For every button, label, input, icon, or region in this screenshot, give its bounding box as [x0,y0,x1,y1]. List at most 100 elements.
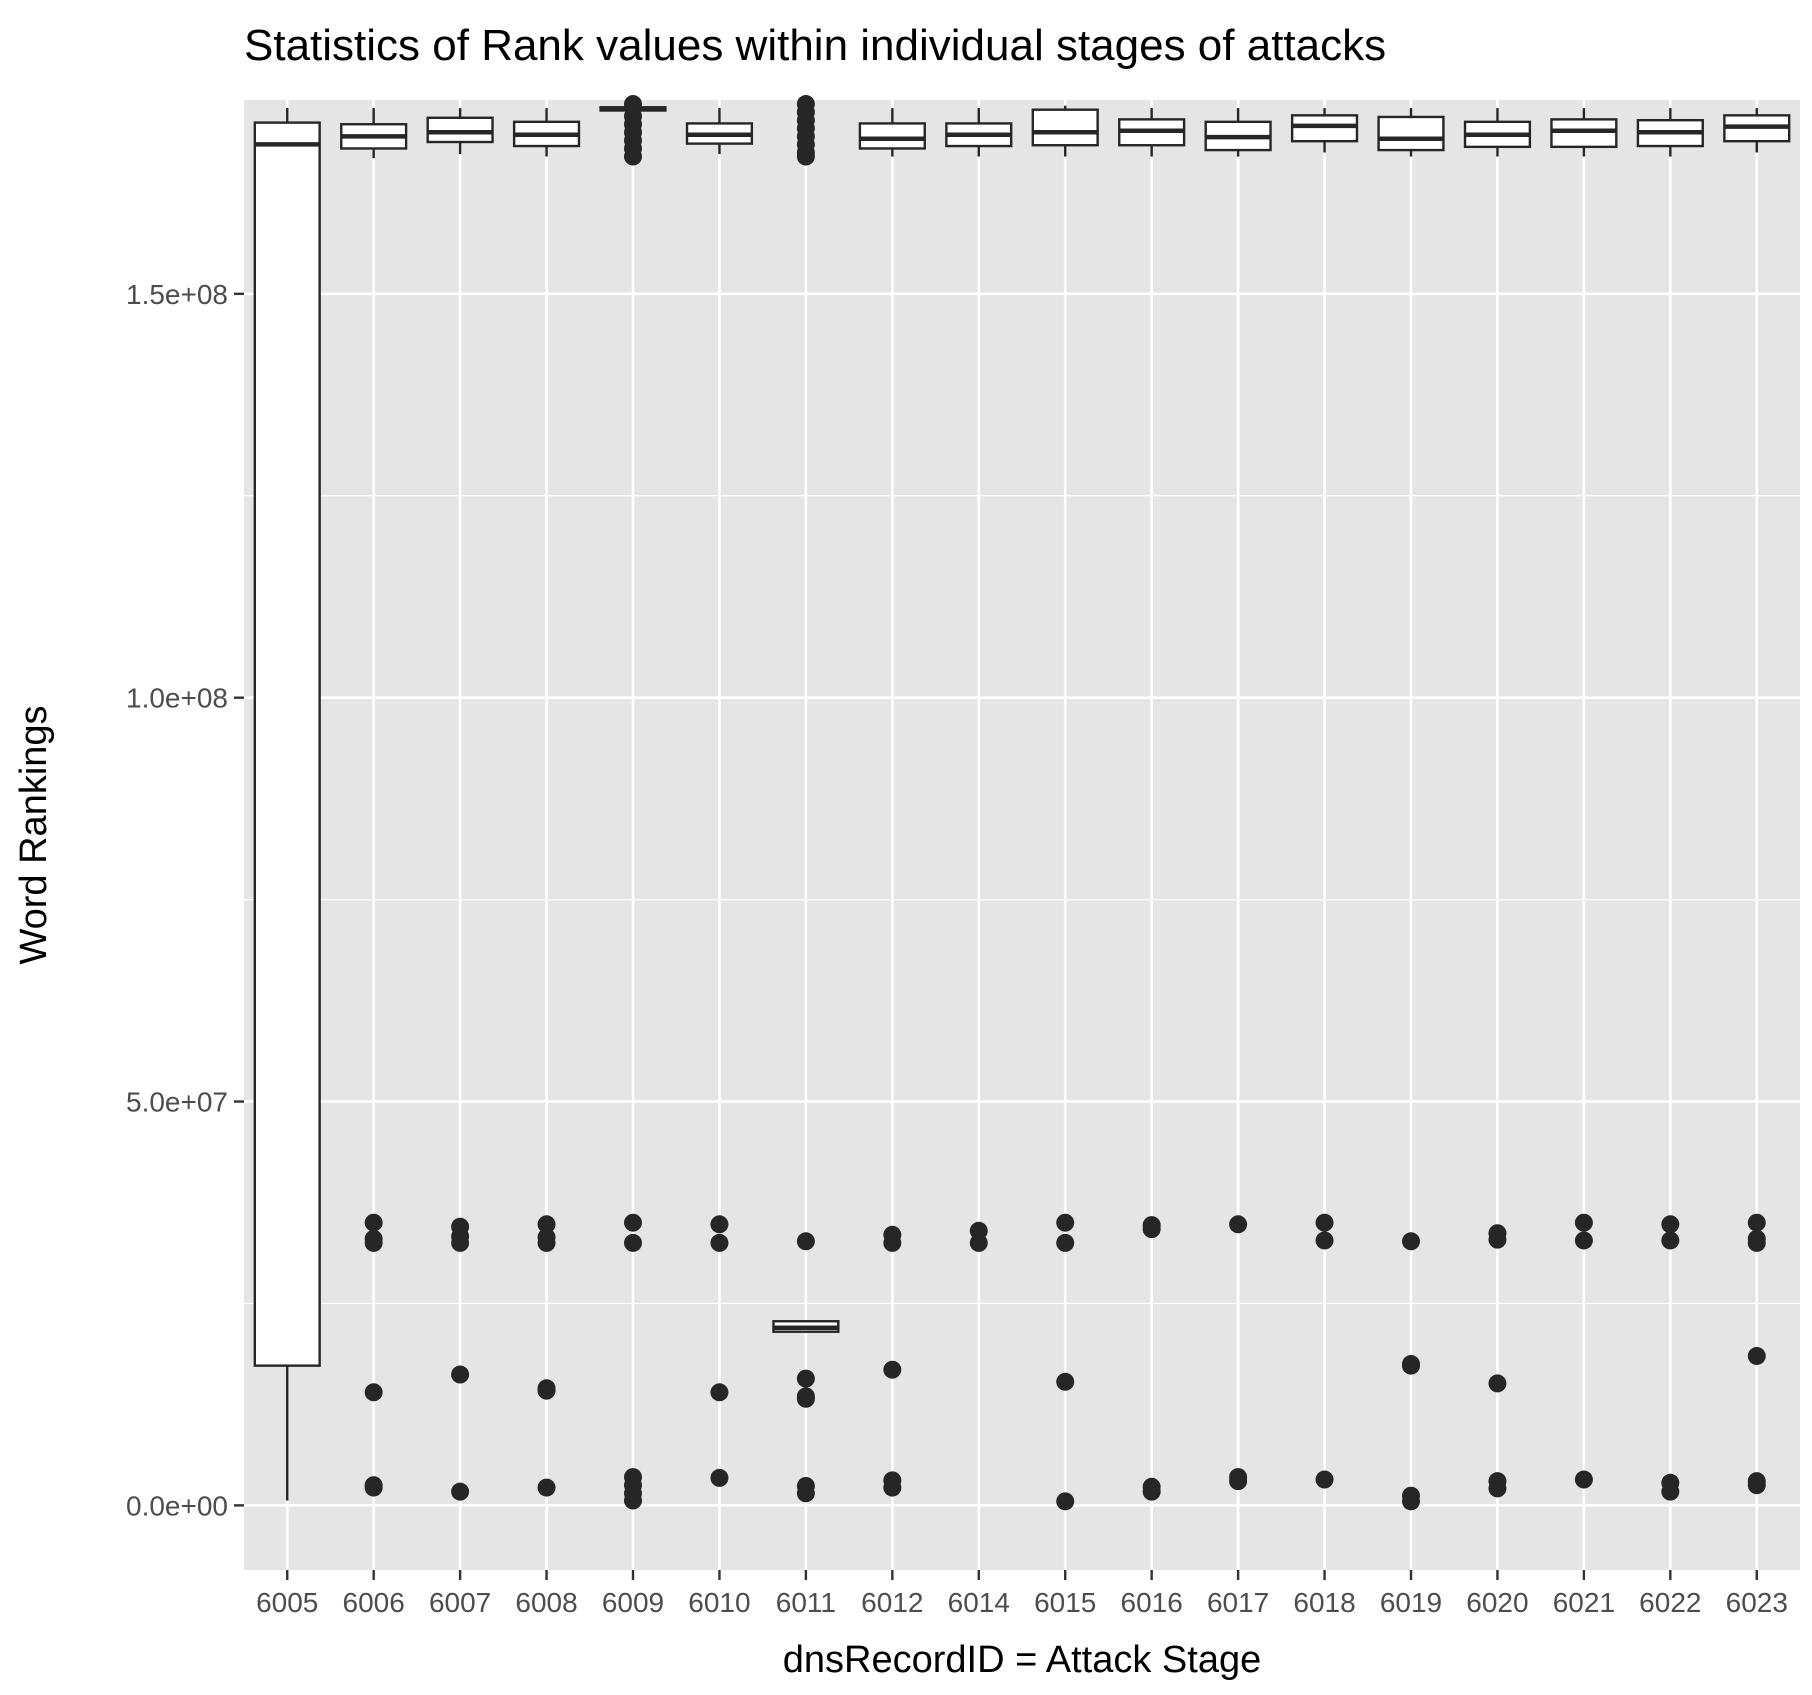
outlier-point [1229,1472,1248,1491]
outlier-point [364,1233,383,1252]
boxes [253,95,1791,1511]
outlier-point [710,1383,729,1402]
outlier-point [451,1233,470,1252]
box-6018 [1290,108,1359,1489]
x-tick-label: 6023 [1726,1587,1788,1618]
outlier-point [451,1365,470,1384]
outlier-point [1142,1482,1161,1501]
outlier-point [1747,1233,1766,1252]
outlier-point [710,1233,729,1252]
x-tick-label: 6017 [1207,1587,1269,1618]
x-tick-label: 6008 [515,1587,577,1618]
outlier-point [796,1369,815,1388]
outlier-point [1056,1233,1075,1252]
box-6020 [1463,108,1532,1498]
outlier-point [1661,1482,1680,1501]
chart-title: Statistics of Rank values within individ… [244,21,1386,70]
outlier-point [796,1232,815,1251]
outlier-point [1056,1492,1075,1511]
x-tick-label: 6012 [861,1587,923,1618]
x-tick-label: 6010 [688,1587,750,1618]
outlier-point [1315,1231,1334,1250]
y-axis: 0.0e+00 5.0e+07 1.0e+08 1.5e+08 [126,279,244,1521]
outlier-point [1402,1356,1420,1375]
box-6019 [1377,108,1445,1511]
outlier-point [451,1482,470,1501]
outlier-point [1402,1492,1420,1511]
outlier-point [1661,1215,1680,1234]
x-tick-label: 6007 [429,1587,491,1618]
outlier-point [1574,1213,1593,1232]
outlier-point [1142,1220,1161,1239]
outlier-point [796,147,815,166]
x-tick-label: 6015 [1034,1587,1096,1618]
outlier-point [710,1215,729,1234]
outlier-point [1574,1231,1593,1250]
box-6008 [512,108,581,1497]
x-tick-label: 6009 [602,1587,664,1618]
outlier-point [1574,1470,1593,1489]
box-body [253,121,321,1367]
y-tick-label: 5.0e+07 [126,1087,228,1118]
outlier-point [883,1478,902,1497]
box-6023 [1723,108,1791,1495]
outlier-point [624,1213,642,1232]
outlier-point [537,1381,556,1400]
box-body [1031,108,1099,147]
box-6012 [858,108,926,1497]
outlier-point [1315,1213,1334,1232]
x-tick-label: 6011 [776,1587,836,1618]
y-tick-label: 1.5e+08 [126,279,228,310]
outlier-point [883,1233,902,1252]
x-tick-label: 6005 [256,1587,318,1618]
outlier-point [710,1468,729,1487]
outlier-point [1402,1232,1420,1251]
outlier-point [796,1484,815,1503]
outlier-point [364,1383,383,1402]
x-tick-label: 6022 [1639,1587,1701,1618]
outlier-point [1315,1470,1334,1489]
box-6017 [1204,108,1272,1491]
box-6016 [1118,108,1186,1501]
x-tick-label: 6019 [1380,1587,1442,1618]
box-6011 [772,95,840,1503]
box-6021 [1550,108,1618,1489]
box-body [1550,118,1618,149]
plot-panel [244,100,1800,1570]
box-body [1290,114,1359,143]
outlier-point [624,1233,642,1252]
box-6006 [340,108,408,1497]
outlier-point [624,1491,642,1510]
x-tick-label: 6014 [948,1587,1010,1618]
y-tick-label: 0.0e+00 [126,1490,228,1521]
outlier-point [883,1360,902,1379]
outlier-point [1229,1215,1248,1234]
x-tick-label: 6020 [1466,1587,1528,1618]
box-body [426,116,494,144]
x-tick-label: 6016 [1121,1587,1183,1618]
outlier-point [969,1233,988,1252]
outlier-point [1488,1374,1507,1393]
outlier-point [624,147,642,166]
box-body [858,122,926,150]
outlier-point [1488,1230,1507,1249]
x-tick-label: 6006 [343,1587,405,1618]
y-tick-label: 1.0e+08 [126,683,228,714]
outlier-point [1056,1213,1075,1232]
x-tick-label: 6021 [1553,1587,1615,1618]
outlier-point [1747,1346,1766,1365]
x-tick-label: 6018 [1293,1587,1355,1618]
box-6015 [1031,105,1099,1511]
box-6014 [945,108,1013,1252]
box-6010 [685,108,754,1487]
outlier-point [537,1233,556,1252]
outlier-point [1747,1213,1766,1232]
y-axis-title: Word Rankings [13,705,55,964]
x-axis: 6005 6006 6007 6008 6009 6010 6011 6012 6014 6015… [256,1570,1788,1618]
outlier-point [1661,1231,1680,1250]
outlier-point [537,1478,556,1497]
x-axis-title: dnsRecordID = Attack Stage [783,1639,1261,1681]
box-6005 [253,108,321,1501]
outlier-point [364,1213,383,1232]
